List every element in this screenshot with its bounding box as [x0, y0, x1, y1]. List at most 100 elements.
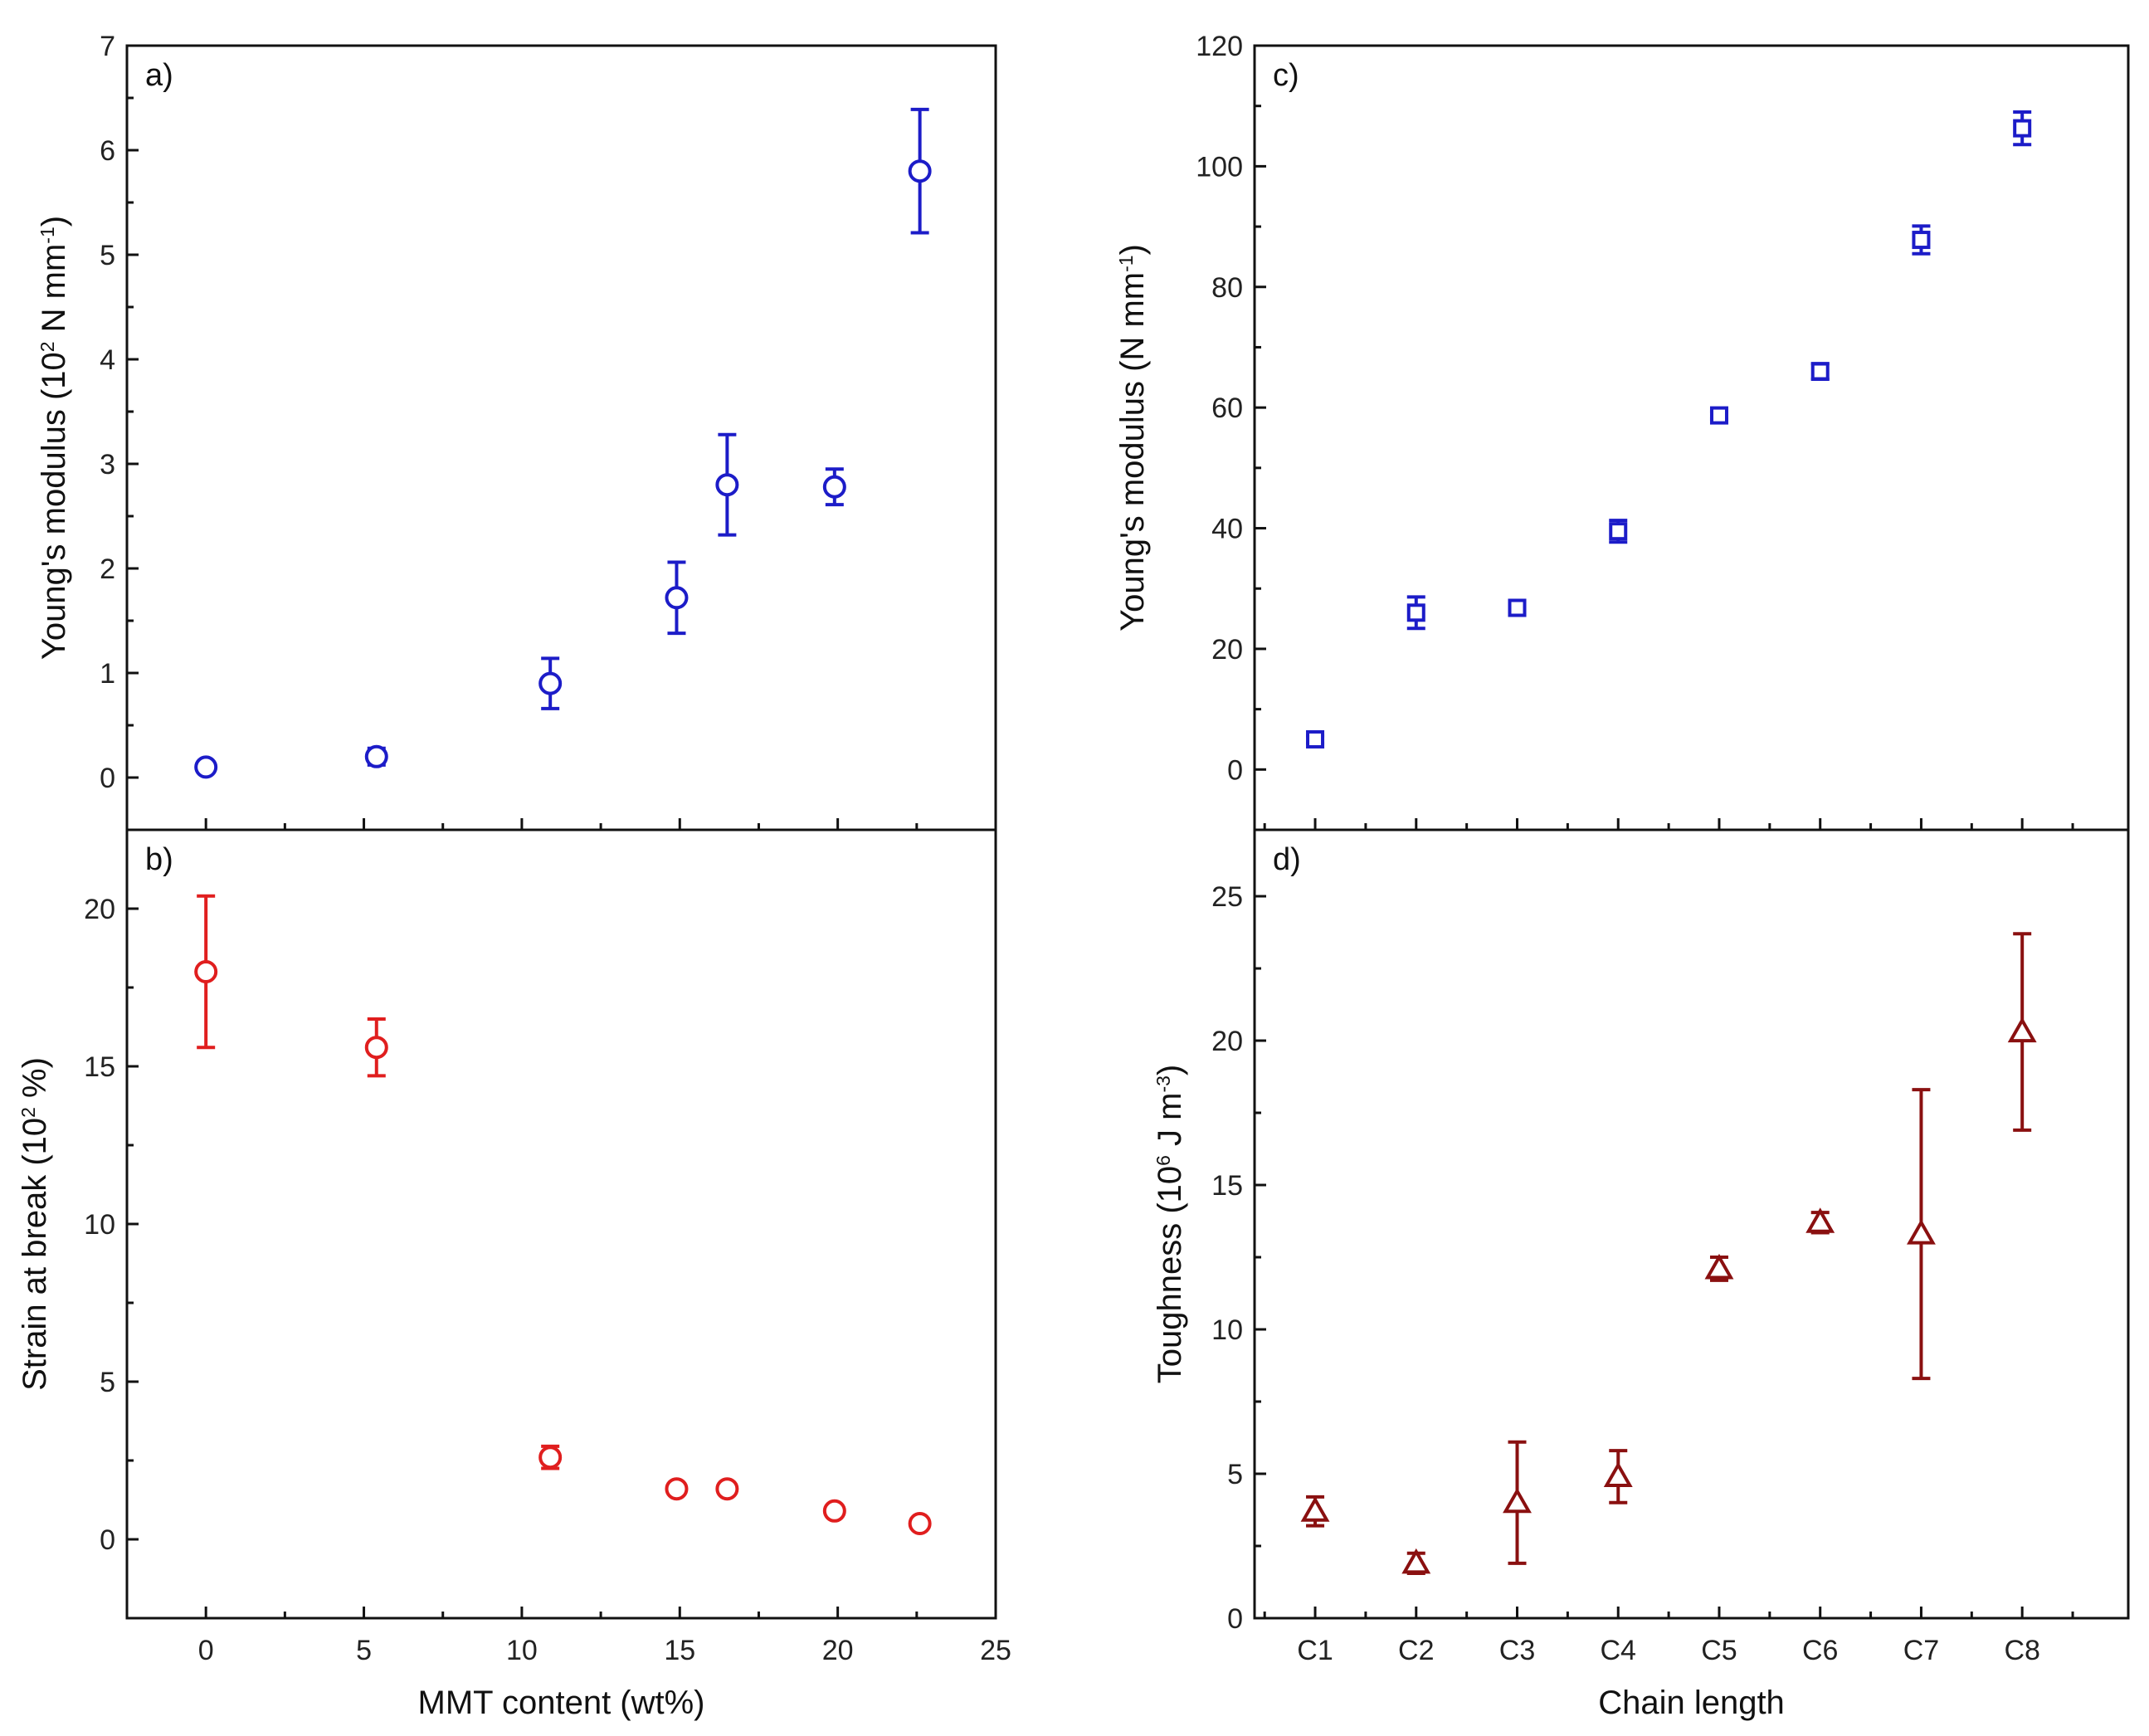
circle-marker — [908, 1512, 932, 1535]
data-point — [1306, 729, 1325, 749]
plot-frame — [1253, 44, 2130, 831]
y-tick-label: 3 — [100, 449, 115, 480]
data-point — [364, 744, 388, 768]
data-point — [2013, 110, 2032, 147]
triangle-marker — [1805, 1207, 1835, 1233]
circle-marker — [194, 960, 218, 983]
y-tick-label: 0 — [100, 1524, 115, 1556]
square-marker — [1609, 522, 1628, 541]
data-point — [1709, 406, 1728, 425]
y-tick-label: 20 — [1211, 1026, 1243, 1057]
y-tick-label: 25 — [1211, 881, 1243, 913]
y-tick-label: 0 — [1227, 754, 1243, 786]
y-tick-label: 15 — [1211, 1170, 1243, 1202]
data-point — [1406, 595, 1425, 631]
x-tick-label: C1 — [1297, 1635, 1333, 1666]
data-point — [538, 656, 563, 710]
data-point — [715, 1477, 739, 1501]
x-tick-label: 25 — [980, 1635, 1011, 1666]
circle-marker — [665, 1477, 689, 1501]
triangle-marker — [1704, 1253, 1734, 1280]
y-tick-label: 6 — [100, 135, 115, 167]
y-tick-label: 5 — [100, 240, 115, 271]
panel-d: d) 0 5 10 15 20 25 C1 C2 C3 C4 C5 C6 C7 C8 Toughness (1… — [1152, 828, 2130, 1721]
circle-marker — [822, 475, 846, 499]
circle-marker — [715, 1477, 739, 1501]
data-point — [1906, 1088, 1936, 1381]
circle-marker — [364, 1036, 388, 1060]
y-tick-label: 10 — [1211, 1314, 1243, 1346]
plot-frame — [125, 44, 997, 831]
circle-marker — [538, 1446, 563, 1470]
circle-marker — [665, 586, 689, 610]
panel-c: c) 0 20 40 60 80 100 120 Young's modulus (N mm-1… — [1114, 31, 2130, 831]
y-tick-label: 1 — [100, 658, 115, 690]
data-point — [194, 894, 218, 1050]
x-tick-label: 10 — [506, 1635, 538, 1666]
y-axis-title: Young's modulus (N mm-1) — [1114, 244, 1151, 631]
square-marker — [1709, 406, 1728, 425]
data-point — [364, 1017, 388, 1078]
panel-label: d) — [1273, 842, 1301, 877]
triangle-marker — [1401, 1548, 1431, 1574]
square-marker — [1810, 362, 1830, 381]
circle-marker — [822, 1499, 846, 1523]
panel-a: a) 0 1 2 3 4 5 6 7 Young's modulus (102 N mm-1) — [36, 31, 997, 831]
square-marker — [1406, 603, 1425, 622]
x-tick-label: 20 — [822, 1635, 854, 1666]
y-tick-label: 0 — [100, 763, 115, 794]
panel-b: b) 0 5 10 15 20 0 5 10 15 20 25 Strain at break (102… — [17, 828, 1011, 1721]
panel-label: b) — [145, 842, 173, 877]
data-point — [2007, 932, 2037, 1132]
data-point — [1805, 1207, 1835, 1235]
x-tick-label: 5 — [356, 1635, 372, 1666]
y-axis-title: Strain at break (102 %) — [17, 1057, 53, 1391]
y-tick-label: 5 — [100, 1367, 115, 1398]
data-point — [194, 755, 218, 779]
triangle-marker — [1906, 1219, 1936, 1245]
data-point — [822, 467, 846, 507]
panel-label: a) — [145, 58, 173, 93]
y-tick-label: 60 — [1211, 393, 1243, 424]
data-point — [908, 107, 932, 235]
data-point — [665, 1477, 689, 1501]
x-tick-label: C3 — [1499, 1635, 1535, 1666]
x-tick-label: C2 — [1398, 1635, 1434, 1666]
triangle-marker — [1503, 1487, 1532, 1514]
x-tick-label: 15 — [664, 1635, 695, 1666]
data-point — [715, 432, 739, 537]
data-point — [665, 560, 689, 636]
circle-marker — [715, 473, 739, 497]
x-tick-label: C8 — [2004, 1635, 2039, 1666]
data-point — [1300, 1495, 1330, 1528]
plot-frame — [1253, 828, 2130, 1620]
x-axis-title: Chain length — [1598, 1685, 1785, 1721]
triangle-marker — [2007, 1017, 2037, 1043]
x-axis-title: MMT content (wt%) — [418, 1685, 705, 1721]
data-point — [538, 1444, 563, 1470]
y-tick-label: 20 — [84, 894, 115, 925]
data-point — [1503, 1440, 1532, 1565]
circle-marker — [364, 744, 388, 768]
x-tick-label: 0 — [198, 1635, 214, 1666]
y-tick-label: 20 — [1211, 634, 1243, 666]
data-point — [1603, 1449, 1633, 1504]
y-tick-label: 15 — [84, 1051, 115, 1083]
x-tick-label: C5 — [1701, 1635, 1737, 1666]
y-tick-label: 40 — [1211, 514, 1243, 545]
y-tick-label: 2 — [100, 553, 115, 585]
y-tick-label: 7 — [100, 31, 115, 62]
y-axis-title: Young's modulus (102 N mm-1) — [36, 216, 72, 660]
x-tick-label: C6 — [1802, 1635, 1838, 1666]
square-marker — [1508, 598, 1527, 617]
plot-frame — [125, 828, 997, 1620]
circle-marker — [538, 671, 563, 695]
square-marker — [1306, 729, 1325, 749]
x-tick-label: C4 — [1601, 1635, 1636, 1666]
circle-marker — [194, 755, 218, 779]
y-tick-label: 120 — [1196, 31, 1243, 62]
data-point — [1401, 1548, 1431, 1576]
data-point — [1704, 1253, 1734, 1282]
triangle-marker — [1603, 1461, 1633, 1487]
